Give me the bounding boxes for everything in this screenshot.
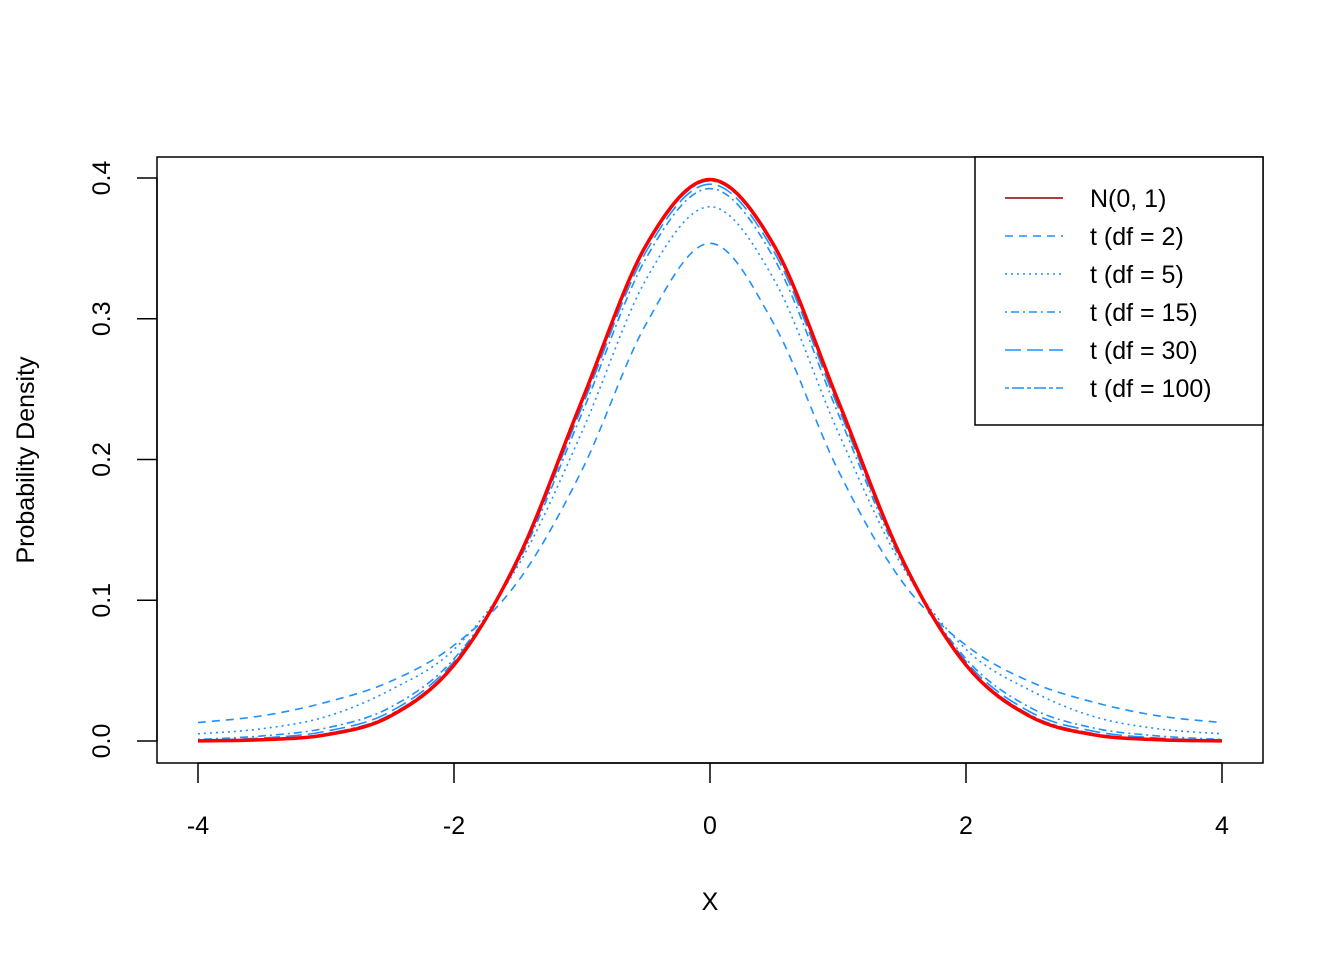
y-tick-label: 0.2 bbox=[88, 442, 116, 477]
x-tick-label: -2 bbox=[443, 812, 465, 840]
series-curves bbox=[197, 177, 1223, 743]
legend-box bbox=[974, 156, 1264, 426]
x-tick-label: 4 bbox=[1215, 812, 1229, 840]
y-tick-label: 0.4 bbox=[88, 161, 116, 196]
x-tick-label: 0 bbox=[703, 812, 717, 840]
y-tick-label: 0.3 bbox=[88, 301, 116, 336]
x-tick-label: -4 bbox=[187, 812, 209, 840]
legend-label: t (df = 5) bbox=[1090, 261, 1184, 289]
y-tick-label: 0.0 bbox=[88, 724, 116, 759]
x-tick-label: 2 bbox=[959, 812, 973, 840]
y-axis-title: Probability Density bbox=[12, 356, 40, 564]
y-tick-label: 0.1 bbox=[88, 583, 116, 618]
series-line-t-df-2 bbox=[197, 242, 1223, 724]
x-axis-title: X bbox=[702, 888, 719, 916]
legend-label: t (df = 15) bbox=[1090, 299, 1198, 327]
series-line-t-df-5 bbox=[197, 205, 1223, 735]
legend-label: t (df = 30) bbox=[1090, 337, 1198, 365]
x-axis: -4 -2 0 2 4 bbox=[187, 762, 1229, 840]
legend-label: N(0, 1) bbox=[1090, 185, 1166, 213]
series-line-normal bbox=[197, 177, 1223, 743]
series-line-t-df-30 bbox=[197, 183, 1223, 742]
legend-label: t (df = 100) bbox=[1090, 375, 1212, 403]
series-line-t-df-15 bbox=[197, 187, 1223, 741]
y-axis: 0.0 0.1 0.2 0.3 0.4 bbox=[88, 161, 158, 759]
legend: N(0, 1) t (df = 2) t (df = 5) t (df = 15) t … bbox=[974, 156, 1264, 426]
legend-label: t (df = 2) bbox=[1090, 223, 1184, 251]
